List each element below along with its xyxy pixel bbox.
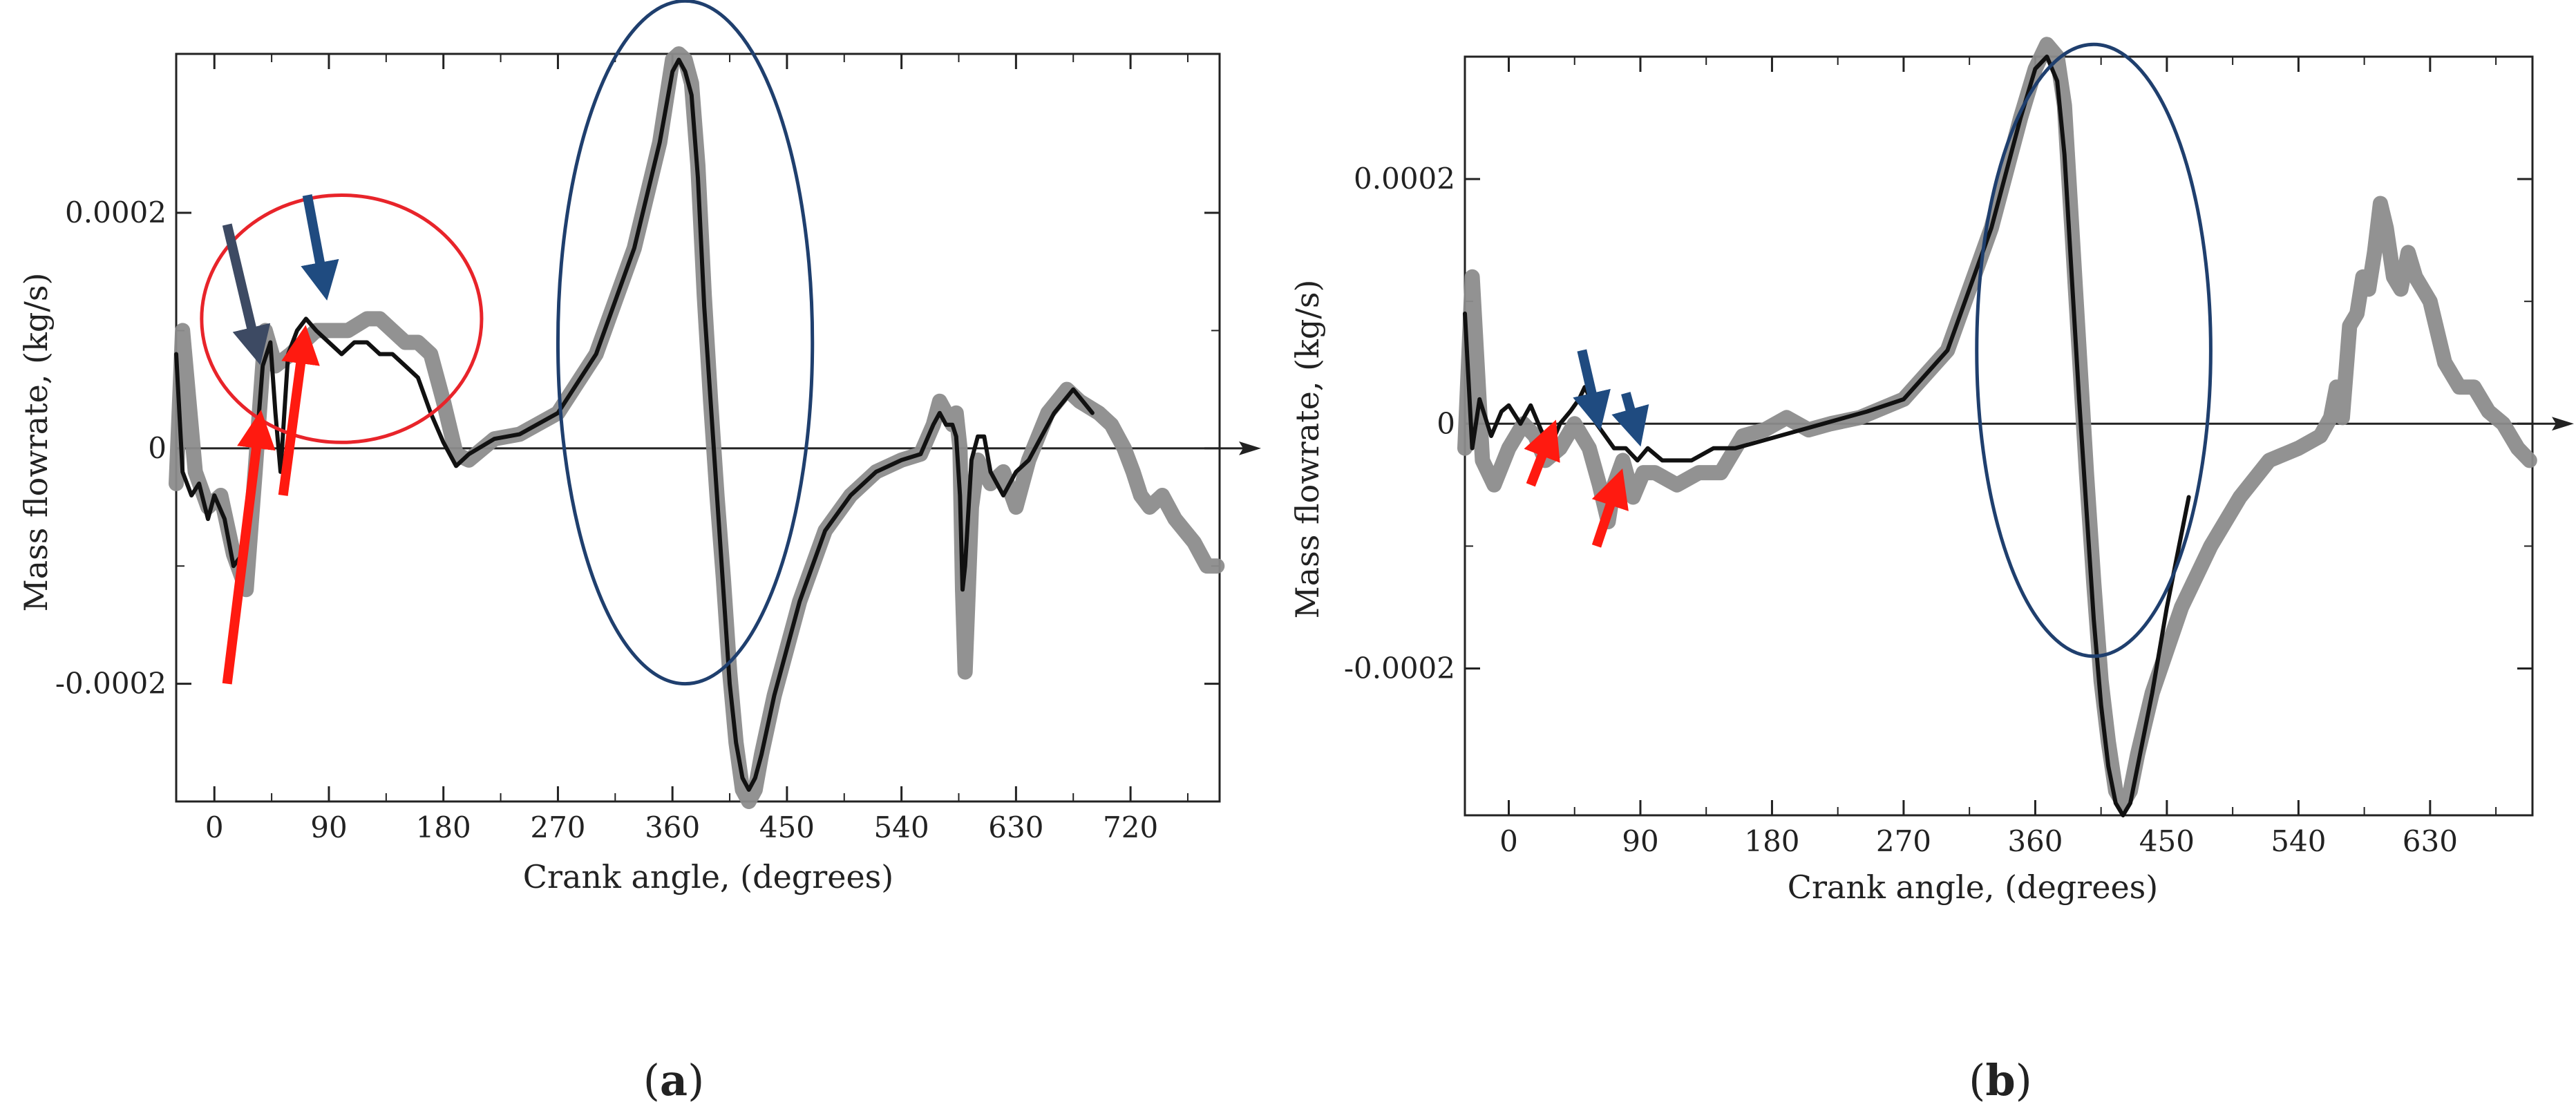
x-tick-label: 270 bbox=[530, 810, 585, 844]
x-tick-label: 630 bbox=[2403, 824, 2458, 858]
y-axis-title: Mass flowrate, (kg/s) bbox=[17, 273, 55, 612]
x-axis-title: Crank angle, (degrees) bbox=[1788, 869, 2158, 906]
annotation-arrow-red bbox=[1524, 419, 1560, 487]
highlight-ellipse-blue bbox=[556, 0, 815, 685]
annotation-arrow-blue bbox=[1573, 349, 1611, 431]
x-tick-label: 540 bbox=[874, 810, 929, 844]
x-tick-label: 630 bbox=[988, 810, 1043, 844]
x-tick-label: 0 bbox=[1499, 824, 1518, 858]
x-tick-label: 360 bbox=[2007, 824, 2063, 858]
x-axis-title: Crank angle, (degrees) bbox=[523, 858, 893, 895]
x-tick-label: 180 bbox=[1744, 824, 1799, 858]
x-tick-label: 90 bbox=[310, 810, 347, 844]
x-tick-label: 540 bbox=[2271, 824, 2326, 858]
annotation-arrow-blue bbox=[222, 223, 271, 366]
annotation-arrow-blue bbox=[301, 194, 339, 301]
y-tick-label: -0.0002 bbox=[55, 667, 167, 701]
zero-line-arrowhead bbox=[1239, 441, 1261, 455]
x-tick-label: 450 bbox=[2139, 824, 2195, 858]
chart-panel-b: 0.0002 0 -0.0002 0 90 180 270 360 450 540 630 Cran… bbox=[1289, 37, 2574, 1105]
highlight-ellipse-red bbox=[200, 193, 484, 444]
annotation-arrow-red bbox=[1591, 468, 1629, 548]
zero-line-arrowhead bbox=[2552, 417, 2574, 431]
x-tick-label: 90 bbox=[1622, 824, 1658, 858]
y-tick-label: -0.0002 bbox=[1344, 651, 1455, 685]
annotation-arrow-red bbox=[222, 410, 276, 685]
y-tick-label: 0.0002 bbox=[1354, 162, 1455, 196]
y-axis-title: Mass flowrate, (kg/s) bbox=[1289, 280, 1326, 619]
x-tick-label: 720 bbox=[1103, 810, 1158, 844]
highlight-ellipse-blue bbox=[1975, 42, 2213, 658]
y-tick-label: 0 bbox=[148, 431, 167, 465]
y-tick-label: 0 bbox=[1437, 406, 1455, 440]
annotation-arrow-red bbox=[278, 325, 320, 496]
y-tick-label: 0.0002 bbox=[65, 196, 167, 229]
x-tick-label: 270 bbox=[1876, 824, 1931, 858]
x-tick-label: 180 bbox=[416, 810, 471, 844]
annotation-arrow-blue bbox=[1611, 392, 1649, 447]
chart-panel-a: 0.0002 0 -0.0002 0 90 180 270 360 450 540 630 720 C… bbox=[17, 0, 1261, 1105]
panel-label-b: (b) bbox=[1969, 1055, 2032, 1105]
series-black-line bbox=[174, 57, 1095, 792]
x-tick-label: 450 bbox=[759, 810, 815, 844]
x-tick-label: 360 bbox=[645, 810, 700, 844]
x-tick-label: 0 bbox=[205, 810, 224, 844]
panel-label-a: (a) bbox=[643, 1055, 705, 1105]
